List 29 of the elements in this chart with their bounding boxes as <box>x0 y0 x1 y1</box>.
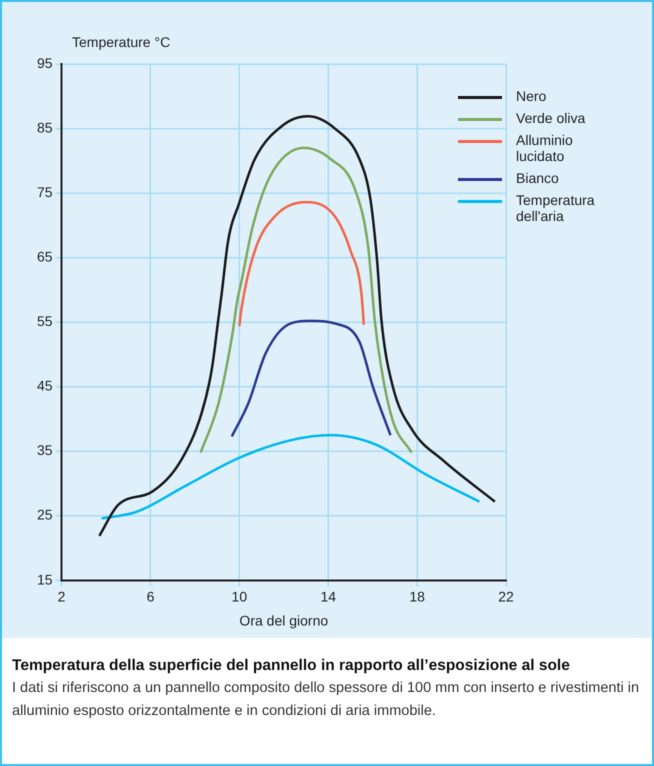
legend-label: Verde oliva <box>516 110 586 126</box>
x-axis-title: Ora del giorno <box>239 612 328 628</box>
y-tick-label: 65 <box>36 248 53 265</box>
y-tick-label: 15 <box>36 571 53 588</box>
y-tick-label: 85 <box>36 119 53 136</box>
x-tick-label: 6 <box>146 588 155 605</box>
x-tick-label: 14 <box>320 588 336 605</box>
line-series <box>100 434 481 520</box>
y-tick-label: 45 <box>36 378 53 394</box>
x-tick-label: 18 <box>409 588 426 605</box>
text: I dati si riferiscono a un pannello composito dello spessore di 100 mm con inserto e rivestimenti in alluminio esposto orizzontalmente e in condizioni di aria immobile. <box>12 679 640 721</box>
legend-label: Alluminio lucidato <box>516 132 574 164</box>
x-tick-label: 10 <box>232 588 248 605</box>
line-series <box>230 320 392 438</box>
y-tick-label: 35 <box>36 442 53 458</box>
legend-label: Nero <box>516 88 548 104</box>
x-tick-label: 22 <box>498 588 514 605</box>
text: Temperatura della superficie del pannello in rapporto all’esposizione al sole <box>12 656 571 676</box>
legend-label: Bianco <box>516 170 560 186</box>
y-tick-label: 75 <box>36 184 53 200</box>
legend-label: Temperatura dell'aria <box>516 192 596 224</box>
line-series <box>98 115 496 538</box>
x-tick-label: 2 <box>58 588 66 605</box>
y-tick-label: 95 <box>36 54 53 71</box>
y-tick-label: 25 <box>36 506 53 523</box>
y-axis-title: Temperature °C <box>72 34 170 50</box>
line-series <box>199 146 413 454</box>
line-series <box>238 200 366 328</box>
y-tick-label: 55 <box>36 313 53 330</box>
